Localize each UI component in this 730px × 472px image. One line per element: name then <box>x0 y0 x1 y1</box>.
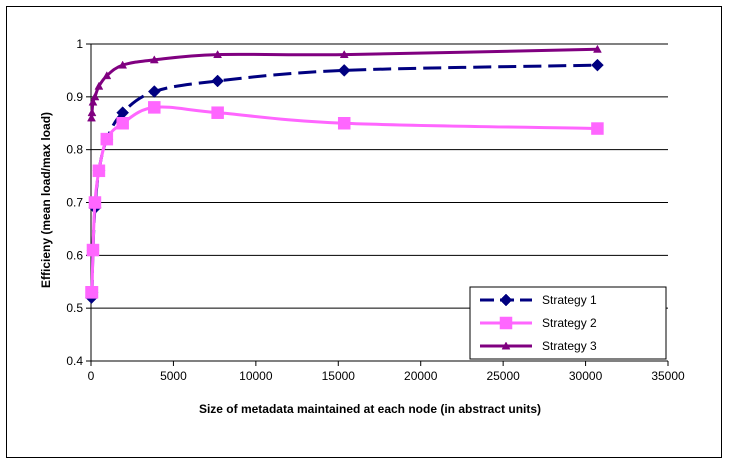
strategy-3-point <box>90 92 100 101</box>
strategy-3-point <box>118 60 128 69</box>
legend-swatch-marker <box>499 293 513 307</box>
strategy-3-point <box>94 81 104 90</box>
strategy-3-point <box>102 71 112 80</box>
strategy-3-point <box>213 50 223 59</box>
y-tick-label: 0.6 <box>66 248 83 262</box>
legend-swatch-marker <box>501 341 511 350</box>
x-tick-label: 35000 <box>651 369 685 383</box>
y-tick-label: 0.5 <box>66 301 83 315</box>
strategy-3-point <box>593 44 602 53</box>
strategy-1-point <box>211 74 224 88</box>
strategy-2-point <box>211 106 224 119</box>
labels-layer: 0.4 0.5 0.6 0.7 0.8 0.9 1 0 5000 10000 15000 20000 2… <box>66 37 685 383</box>
y-tick-label: 0.4 <box>66 354 83 368</box>
strategy-3-point <box>88 97 98 106</box>
y-tick-label: 0.8 <box>66 143 83 157</box>
strategy-2-point <box>100 132 114 146</box>
y-tick-label: 1 <box>76 37 83 51</box>
x-tick-label: 25000 <box>486 369 520 383</box>
strategy-2-line <box>89 105 598 297</box>
strategy-2-point <box>88 196 102 209</box>
y-tick-label: 0.9 <box>66 90 83 104</box>
strategy-2-point <box>337 117 351 130</box>
strategy-2-point <box>85 286 99 299</box>
legend-swatch-marker <box>499 316 513 330</box>
legend-item-strategy-1: Strategy 1 <box>480 293 597 307</box>
strategy-1-point <box>591 58 604 72</box>
x-tick-label: 10000 <box>239 369 273 383</box>
legend: Strategy 1 Strategy 2 Strategy 3 <box>469 286 667 360</box>
x-axis-title: Size of metadata maintained at each node… <box>199 402 541 416</box>
legend-label: Strategy 2 <box>542 316 597 330</box>
strategy-3-series <box>87 44 602 122</box>
x-tick-label: 30000 <box>569 369 603 383</box>
y-tick-label: 0.7 <box>66 196 83 210</box>
strategy-2-point <box>92 164 106 178</box>
strategy-3-point <box>149 55 159 64</box>
y-axis-title: Efficieny (mean load/max load) <box>39 112 53 288</box>
strategy-1-point <box>337 64 351 77</box>
strategy-2-point <box>591 122 604 135</box>
chart-frame <box>6 6 722 458</box>
legend-item-strategy-2: Strategy 2 <box>480 316 597 330</box>
strategy-3-point <box>87 108 97 117</box>
series-layer <box>85 44 604 304</box>
x-tick-label: 5000 <box>160 369 187 383</box>
legend-label: Strategy 1 <box>542 293 597 307</box>
legend-label: Strategy 3 <box>542 339 597 353</box>
strategy-3-point <box>87 113 96 122</box>
x-tick-label: 15000 <box>322 369 356 383</box>
strategy-2-point <box>148 101 161 114</box>
strategy-2-point <box>116 117 129 130</box>
strategy-3-point <box>339 50 349 59</box>
strategy-1-series <box>85 58 604 304</box>
x-tick-label: 0 <box>88 369 95 383</box>
strategy-2-point <box>86 243 100 257</box>
strategy-1-point <box>147 85 161 98</box>
strategy-2-series <box>85 101 604 299</box>
legend-item-strategy-3: Strategy 3 <box>480 339 597 353</box>
strategy-1-line <box>89 63 598 300</box>
x-tick-label: 20000 <box>404 369 438 383</box>
